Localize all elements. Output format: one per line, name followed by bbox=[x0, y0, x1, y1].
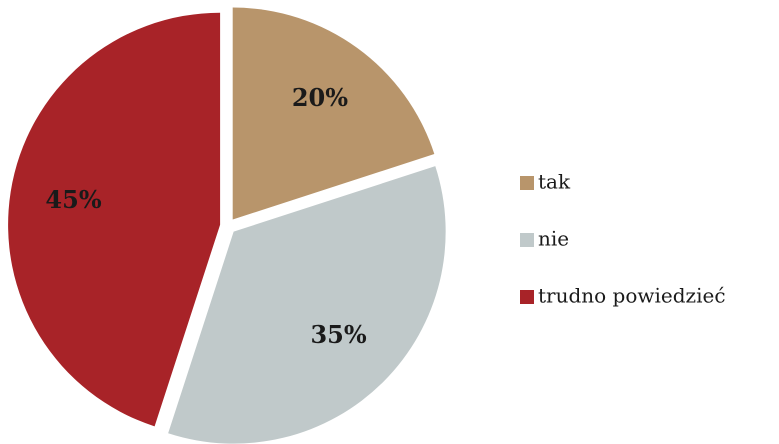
legend-swatch bbox=[520, 176, 534, 190]
pie-slice bbox=[232, 7, 435, 220]
pie-slice bbox=[8, 12, 221, 427]
data-label: 20% bbox=[292, 83, 348, 112]
data-label: 35% bbox=[310, 320, 366, 349]
legend-label: tak bbox=[538, 170, 571, 194]
legend-label: trudno powiedzieć bbox=[538, 284, 726, 308]
legend-swatch bbox=[520, 290, 534, 304]
data-label: 45% bbox=[45, 185, 101, 214]
pie-slice bbox=[168, 166, 446, 444]
legend-label: nie bbox=[538, 227, 569, 251]
legend-swatch bbox=[520, 233, 534, 247]
